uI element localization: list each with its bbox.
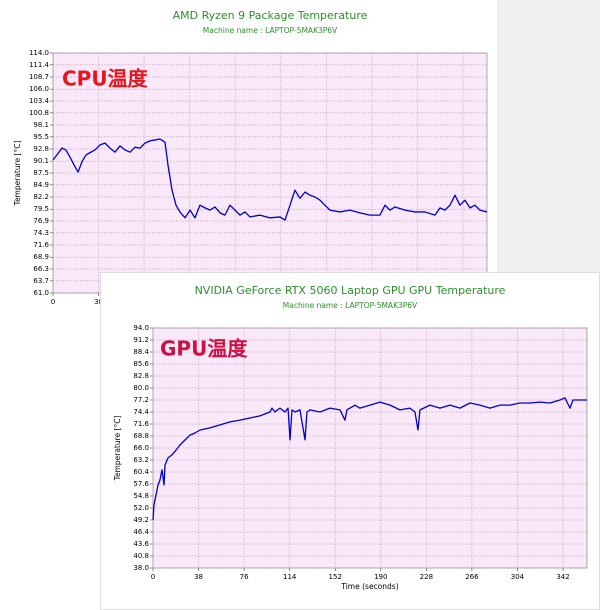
y-tick-label: 79.5 [33,205,49,213]
y-tick-label: 95.5 [33,133,49,141]
y-tick-label: 40.8 [133,552,149,560]
y-tick-label: 46.4 [133,528,149,536]
y-tick-label: 74.4 [133,408,149,416]
y-tick-label: 43.6 [133,540,149,548]
y-tick-label: 77.2 [133,396,149,404]
x-tick-label: 76 [240,573,249,581]
y-tick-label: 82.8 [133,372,149,380]
y-tick-label: 54.8 [133,492,149,500]
temperature-line [52,138,488,221]
x-tick-label: 114 [283,573,297,581]
gpu-chart: 38.0 40.8 43.6 46.4 49.2 52.0 54.8 57.6 60.4 63.2… [100,272,600,610]
y-tick-label: 63.7 [33,277,49,285]
y-tick-label: 85.6 [133,360,149,368]
chart-subtitle: Machine name : LAPTOP-5MAK3P6V [283,301,418,310]
temperature-line [152,397,587,521]
x-tick-label: 342 [556,573,569,581]
y-tick-label: 114.0 [29,49,49,57]
y-tick-label: 68.8 [133,432,149,440]
y-tick-label: 108.7 [29,73,49,81]
y-tick-label: 66.0 [133,444,149,452]
y-tick-label: 103.4 [29,97,50,105]
y-tick-label: 66.3 [33,265,49,273]
y-tick-label: 88.4 [133,348,149,356]
background [497,0,600,272]
y-tick-label: 91.2 [133,336,149,344]
chart-subtitle: Machine name : LAPTOP-5MAK3P6V [203,26,338,35]
y-tick-label: 100.8 [29,109,49,117]
y-tick-label: 111.4 [29,61,50,69]
x-tick-label: 266 [465,573,479,581]
y-tick-label: 61.0 [33,289,49,297]
y-tick-label: 68.9 [33,253,49,261]
y-tick-label: 98.1 [33,121,49,129]
plot-border [152,327,588,569]
y-tick-label: 38.0 [133,564,149,572]
x-tick-label: 228 [420,573,433,581]
y-tick-label: 57.6 [133,480,149,488]
y-tick-label: 82.2 [33,193,49,201]
annotation: CPU温度 [62,67,149,91]
y-axis-label: Temperature [°C] [113,416,122,482]
y-tick-label: 92.8 [33,145,49,153]
x-tick-label: 0 [51,298,55,306]
x-tick-label: 38 [194,573,203,581]
y-tick-label: 106.0 [29,85,49,93]
y-tick-label: 52.0 [133,504,149,512]
y-tick-label: 74.3 [33,229,49,237]
y-tick-label: 84.9 [33,181,49,189]
y-tick-label: 87.5 [33,169,49,177]
y-tick-label: 63.2 [133,456,149,464]
y-tick-label: 71.6 [33,241,49,249]
y-tick-label: 71.6 [133,420,149,428]
y-tick-label: 60.4 [133,468,149,476]
x-tick-label: 0 [151,573,155,581]
y-tick-label: 80.0 [133,384,149,392]
x-tick-label: 190 [374,573,387,581]
x-tick-label: 38 [94,298,103,306]
cpu-chart: 61.0 63.7 66.3 68.9 71.6 74.3 76.9 79.5 82.2 84.9… [0,0,497,330]
chart-title: NVIDIA GeForce RTX 5060 Laptop GPU GPU T… [195,284,506,297]
y-axis-label: Temperature [°C] [13,141,22,207]
chart-title: AMD Ryzen 9 Package Temperature [173,9,368,22]
x-tick-label: 304 [511,573,525,581]
annotation: GPU温度 [160,337,248,361]
y-tick-label: 90.1 [33,157,49,165]
x-tick-label: 152 [329,573,342,581]
x-axis-label: Time (seconds) [340,582,398,591]
y-tick-label: 94.0 [133,324,149,332]
y-tick-label: 76.9 [33,217,49,225]
y-tick-label: 49.2 [133,516,149,524]
